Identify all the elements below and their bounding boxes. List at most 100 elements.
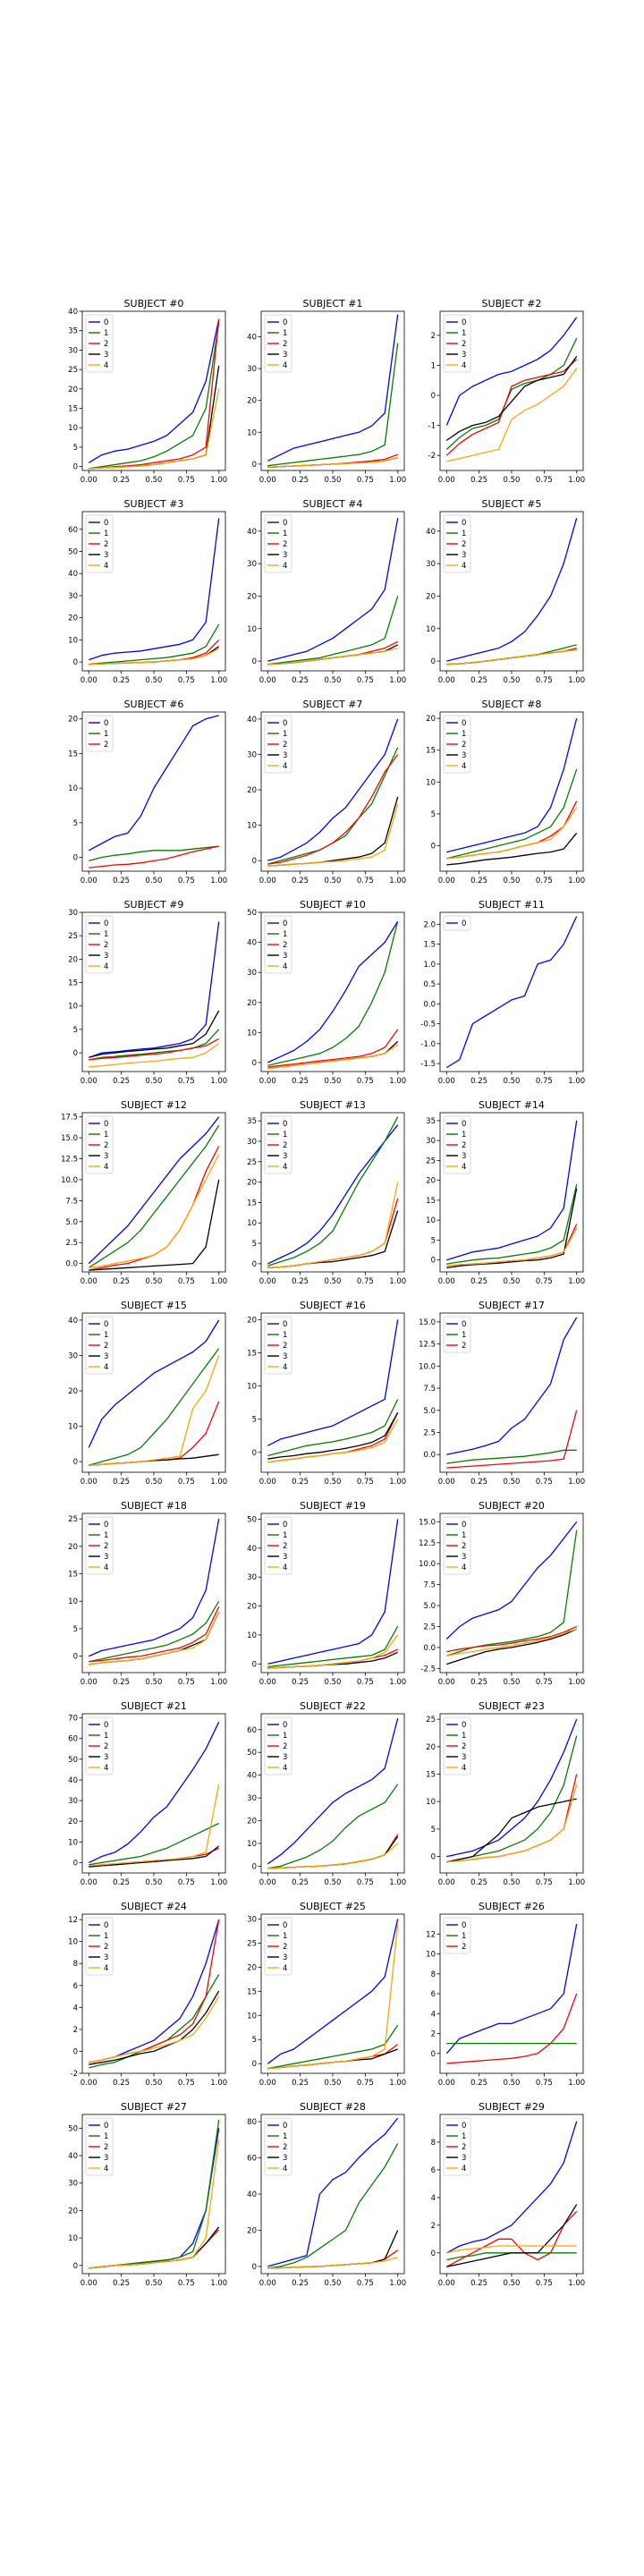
legend-label: 3 [283,1953,287,1962]
series-line-1 [89,1600,220,1663]
y-tick-label: 20 [426,1743,436,1752]
x-tick-label: 1.00 [389,2279,406,2288]
subplot: SUBJECT #280.00 0.25 0.50 0.75 1.00020406080… [247,2101,406,2288]
subplot: SUBJECT #7 0.00 0.25 0.50 0.75 1.00 0 10 20 30 40 0… [247,699,406,886]
x-tick-label: 1.00 [568,1077,585,1086]
subplot: SUBJECT #110.00 0.25 0.50 0.75 1.00-1.5-1.0-… [420,899,585,1086]
legend-label: 4 [104,1964,108,1973]
legend-label: 3 [104,1553,108,1562]
subplot-title: SUBJECT #15 [121,1300,187,1311]
legend-label: 1 [104,930,108,939]
series-line-1 [89,623,220,665]
series-line-3 [446,1798,577,1863]
subplot: SUBJECT #100.00 0.25 0.50 0.75 1.00010203040… [247,899,406,1086]
y-tick-label: 20 [68,614,78,623]
y-tick-label: 25 [426,1716,436,1724]
y-tick-label: 10 [247,1631,257,1640]
y-tick-label: 35 [68,327,78,336]
legend-label: 2 [104,540,108,549]
subplot-title: SUBJECT #26 [479,1901,545,1912]
legend-label: 4 [104,1363,108,1372]
series-line-2 [445,2210,578,2267]
y-tick-label: 0 [431,843,436,852]
x-tick-label: 0.50 [504,2079,521,2088]
legend-label: 3 [462,551,466,560]
subplot: SUBJECT #260.00 0.25 0.50 0.75 1.00024681012… [426,1901,585,2088]
y-tick-label: 2 [73,2026,78,2035]
legend-label: 1 [462,329,466,338]
y-tick-label: 10 [68,1003,78,1012]
legend-label: 3 [104,551,108,560]
subplot-title: SUBJECT #3 [124,498,184,510]
series-line-1 [446,768,578,860]
x-tick-label: 0.75 [357,1478,374,1487]
x-tick-label: 0.25 [113,1478,130,1487]
legend-label: 1 [283,930,287,939]
x-tick-label: 0.25 [292,1077,309,1086]
legend-label: 4 [462,1764,466,1773]
legend-label: 0 [283,919,287,928]
series-line-0 [267,920,399,1063]
series-line-1 [88,1124,220,1268]
x-tick-label: 1.00 [568,877,585,886]
x-tick-label: 0.50 [146,1077,163,1086]
x-tick-label: 0.50 [146,1678,163,1687]
y-tick-label: 30 [247,1915,257,1924]
y-tick-label: 2 [431,332,436,341]
y-tick-label: 10 [426,1216,436,1225]
legend-label: 2 [104,941,108,950]
legend-label: 0 [462,719,466,728]
legend-label: 1 [462,1932,466,1941]
legend-label: 2 [462,340,466,349]
y-tick-label: 10 [426,778,436,787]
y-tick-label: 10 [68,1838,78,1847]
y-tick-label: -2.5 [420,1665,436,1674]
series-line-2 [89,1606,220,1663]
series-line-4 [89,1355,220,1466]
x-tick-label: 1.00 [568,1878,585,1887]
x-tick-label: 0.00 [438,1277,455,1286]
legend-label: 2 [283,941,287,950]
x-tick-label: 0.75 [357,1077,374,1086]
y-tick-label: -1.0 [420,1040,436,1049]
legend-label: 2 [462,1141,466,1150]
subplot: SUBJECT #17 0.00 0.25 0.50 0.75 1.00 0.0 2.5 5.0… [419,1300,585,1487]
subplot: SUBJECT #20 0.00 0.25 0.50 0.75 1.00 -2.5 0.0 2.… [419,1500,585,1687]
subplot: SUBJECT #8 0.00 0.25 0.50 0.75 1.00 0 5 10 15 20 0 1… [426,699,585,886]
legend-label: 1 [283,730,287,739]
x-tick-label: 0.25 [292,676,309,685]
legend-label: 2 [462,540,466,549]
y-tick-label: 25 [68,932,78,941]
series-line-0 [89,518,220,661]
legend-label: 3 [462,1753,466,1762]
legend-label: 2 [104,340,108,349]
legend-label: 4 [104,361,108,370]
x-tick-label: 0.75 [536,1478,553,1487]
legend-label: 2 [283,1141,287,1150]
series-line-0 [267,1717,399,1865]
legend-label: 0 [283,1320,287,1329]
subplot-title: SUBJECT #13 [300,1099,366,1111]
subplot-title: SUBJECT #27 [121,2101,187,2113]
x-tick-label: 1.00 [389,877,406,886]
legend-label: 2 [283,1742,287,1751]
subplot-title: SUBJECT #16 [300,1300,366,1311]
legend-label: 0 [104,1521,108,1530]
legend-label: 4 [104,1563,108,1572]
y-tick-label: 30 [68,592,78,601]
legend-label: 4 [283,1363,287,1372]
legend-label: 1 [104,730,108,739]
legend-label: 3 [283,551,287,560]
y-tick-label: 2.5 [65,1239,78,1248]
series-line-0 [445,916,578,1069]
series-line-3 [446,2204,578,2267]
series-line-0 [267,1124,399,1265]
series-line-4 [89,2139,220,2269]
legend-label: 3 [283,1753,287,1762]
series-line-4 [89,388,220,470]
series-line-1 [89,1348,220,1466]
y-tick-label: 70 [68,1715,78,1724]
subplot-title: SUBJECT #28 [300,2101,366,2113]
y-tick-label: 25 [68,366,78,375]
